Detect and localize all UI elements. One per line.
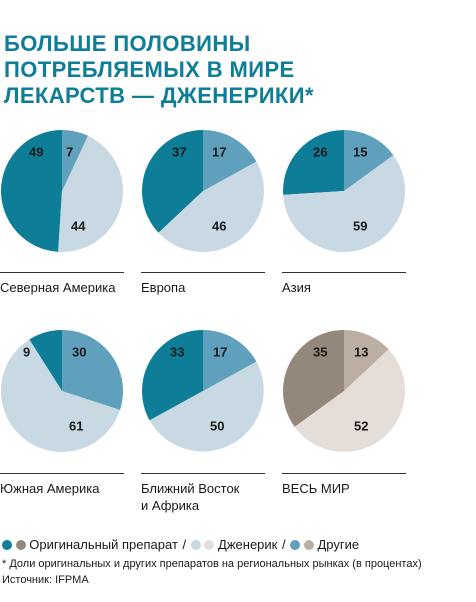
pie-value-label-original: 35 xyxy=(313,344,327,359)
region-label: Южная Америка xyxy=(0,473,124,497)
legend-separator: / xyxy=(182,537,187,552)
pie-value-label-original: 26 xyxy=(313,144,327,159)
pie-slice-other xyxy=(62,330,123,410)
pie-slice-original xyxy=(29,330,63,391)
pie-value-label-original: 37 xyxy=(172,144,186,159)
pie-slice-other xyxy=(203,330,257,391)
legend-world-other-dot xyxy=(303,540,314,550)
pie-value-label-original: 33 xyxy=(170,344,184,359)
legend-other-label: Другие xyxy=(317,537,360,552)
pie-value-label-generic: 59 xyxy=(353,218,367,233)
pie-value-label-original: 9 xyxy=(23,344,30,359)
pie-value-label-generic: 46 xyxy=(212,218,226,233)
pie-slice-original xyxy=(0,130,63,252)
legend-world-original-dot xyxy=(15,540,26,550)
pie-value-label-original: 49 xyxy=(29,144,43,159)
pie-slice-generic xyxy=(58,135,123,252)
pie-slice-other xyxy=(203,130,257,191)
pie-slice-generic xyxy=(149,361,264,452)
region-label-line: Южная Америка xyxy=(0,481,100,496)
pie-chart: 49 44 7 xyxy=(0,130,123,252)
pie-value-label-other: 17 xyxy=(213,344,227,359)
pie-slice-original xyxy=(141,130,203,233)
pie-value-label-generic: 50 xyxy=(210,418,224,433)
legend-other-dot xyxy=(290,540,301,550)
pie-chart: 37 46 17 xyxy=(141,130,265,253)
region-label-line: Европа xyxy=(141,280,186,295)
legend-generic-dot xyxy=(190,540,201,550)
source: Источник: IFPMA xyxy=(2,574,89,586)
pie-value-label-other: 30 xyxy=(72,344,86,359)
pie-chart: 9 61 30 xyxy=(0,330,123,453)
pie-value-label-other: 15 xyxy=(353,144,367,159)
region-label-line: и Африка xyxy=(141,498,200,513)
legend-original-label: Оригинальный препарат xyxy=(29,537,178,552)
pie-value-label-generic: 61 xyxy=(69,418,83,433)
pie-slice-generic xyxy=(294,349,405,452)
pie-value-label-generic: 52 xyxy=(354,418,368,433)
legend-separator: / xyxy=(282,537,286,552)
pie-value-label-other: 13 xyxy=(354,344,368,359)
title-line: ПОТРЕБЛЯЕМЫХ В МИРЕ xyxy=(4,57,295,82)
pie-chart: 33 50 17 xyxy=(142,330,264,452)
pie-value-label-generic: 44 xyxy=(71,218,86,233)
pie-slice-generic xyxy=(283,155,405,253)
pie-value-label-other: 17 xyxy=(212,144,226,159)
page-title: БОЛЬШЕ ПОЛОВИНЫ ПОТРЕБЛЯЕМЫХ В МИРЕ ЛЕКА… xyxy=(4,31,474,109)
pie-chart: 35 52 13 xyxy=(283,330,405,452)
pie-value-label-other: 7 xyxy=(66,144,73,159)
region-label: Северная Америка xyxy=(0,272,124,296)
region-label-line: ВЕСЬ МИР xyxy=(282,481,350,496)
pie-slice-original xyxy=(282,130,344,195)
pie-slice-original xyxy=(283,330,344,427)
legend: Оригинальный препарат / Дженерик / Други… xyxy=(2,537,359,553)
legend-original-dot xyxy=(2,540,12,550)
footnote: * Доли оригинальных и других препаратов … xyxy=(2,558,422,570)
title-line: ЛЕКАРСТВ — ДЖЕНЕРИКИ* xyxy=(4,83,314,108)
region-label-line: Ближний Восток xyxy=(141,481,240,496)
pie-slice-original xyxy=(142,330,203,421)
region-label: Европа xyxy=(141,272,265,296)
region-label-line: Северная Америка xyxy=(0,280,116,295)
pie-slice-other xyxy=(344,330,389,391)
title-line: БОЛЬШЕ ПОЛОВИНЫ xyxy=(4,31,251,56)
pie-slice-generic xyxy=(158,161,265,253)
pie-chart: 26 59 15 xyxy=(282,130,405,253)
pie-slice-other xyxy=(62,130,88,191)
legend-world-generic-dot xyxy=(204,540,215,550)
legend-generic-label: Дженерик xyxy=(218,537,278,552)
region-label-line: Азия xyxy=(282,280,311,295)
pie-slice-generic xyxy=(0,339,121,453)
region-label: ВЕСЬ МИР xyxy=(282,473,406,497)
region-label: Ближний Восток и Африка xyxy=(141,473,265,514)
pie-slice-other xyxy=(344,130,394,191)
region-label: Азия xyxy=(282,272,406,296)
